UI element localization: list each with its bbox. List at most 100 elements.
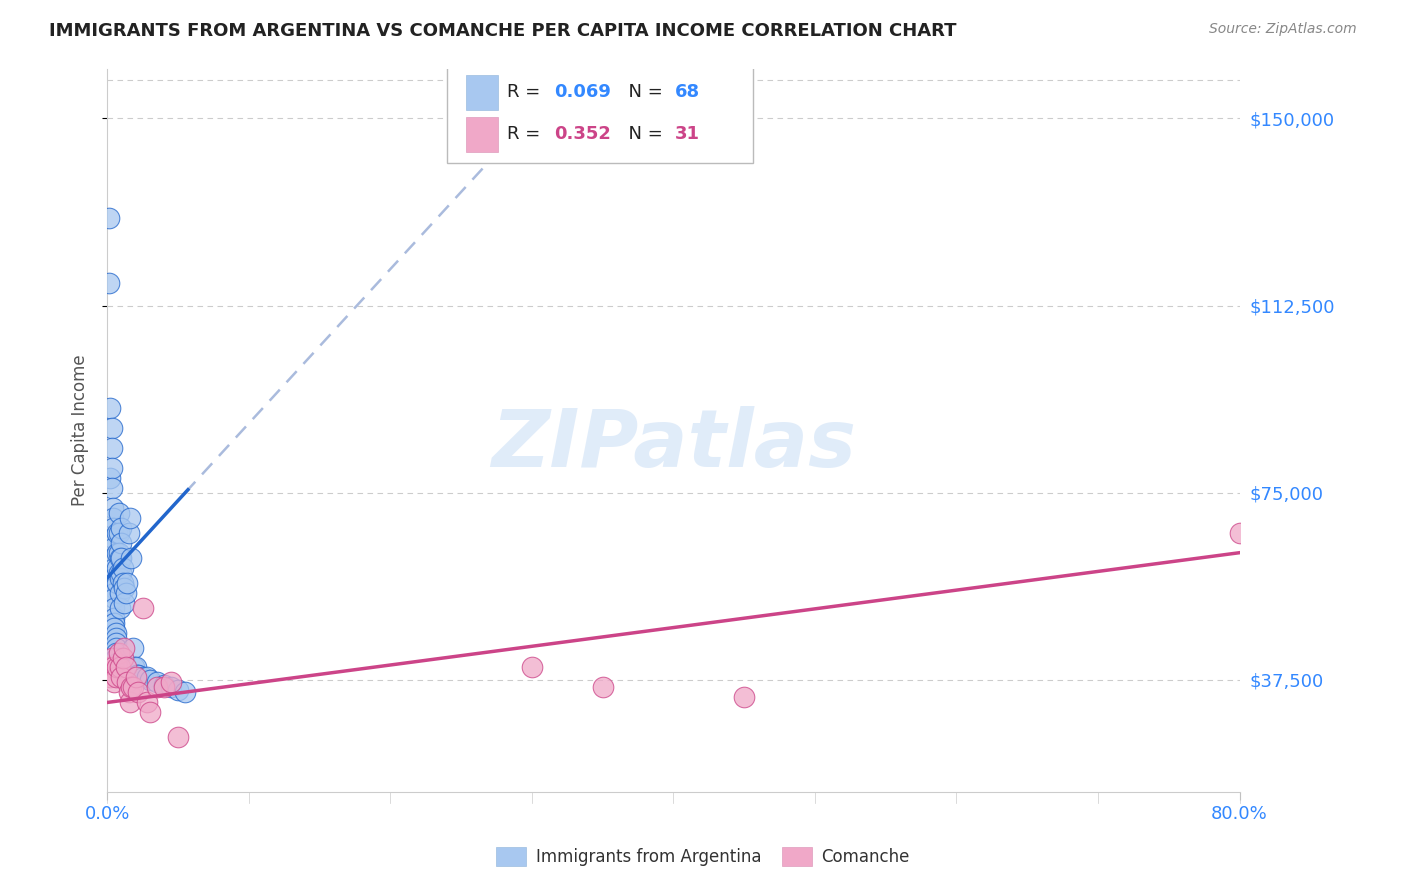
Text: R =: R = bbox=[508, 126, 546, 144]
Point bbox=[104, 635, 127, 649]
Point bbox=[104, 631, 127, 645]
Point bbox=[103, 610, 125, 624]
Point bbox=[108, 550, 131, 565]
Point bbox=[139, 706, 162, 720]
Point bbox=[103, 585, 125, 599]
Point bbox=[103, 615, 125, 630]
Point bbox=[98, 671, 121, 685]
Point bbox=[103, 560, 125, 574]
Point bbox=[111, 575, 134, 590]
Point bbox=[118, 695, 141, 709]
Point bbox=[107, 646, 129, 660]
Point bbox=[98, 471, 121, 485]
Point bbox=[105, 575, 128, 590]
Point bbox=[103, 581, 125, 595]
Text: N =: N = bbox=[617, 84, 668, 102]
Point bbox=[97, 276, 120, 290]
Point bbox=[592, 681, 614, 695]
Point bbox=[108, 585, 131, 599]
Point bbox=[121, 681, 143, 695]
Point bbox=[100, 421, 122, 435]
Point bbox=[110, 671, 132, 685]
Point bbox=[115, 575, 138, 590]
Point bbox=[153, 678, 176, 692]
Point bbox=[733, 690, 755, 705]
Point bbox=[115, 675, 138, 690]
Point bbox=[98, 401, 121, 415]
Point bbox=[120, 550, 142, 565]
Point bbox=[103, 621, 125, 635]
Point bbox=[174, 685, 197, 699]
Point bbox=[107, 525, 129, 540]
Point bbox=[110, 521, 132, 535]
Point bbox=[111, 650, 134, 665]
Text: 0.069: 0.069 bbox=[554, 84, 612, 102]
Point bbox=[153, 681, 176, 695]
Point bbox=[108, 571, 131, 585]
Point bbox=[104, 650, 127, 665]
Point bbox=[127, 668, 149, 682]
Point bbox=[107, 506, 129, 520]
Point bbox=[112, 596, 135, 610]
Point bbox=[100, 481, 122, 495]
Point bbox=[112, 640, 135, 655]
Point bbox=[107, 546, 129, 560]
Point bbox=[97, 211, 120, 226]
Point bbox=[105, 660, 128, 674]
Point bbox=[114, 585, 136, 599]
Point bbox=[101, 510, 124, 524]
Point bbox=[104, 640, 127, 655]
Point bbox=[101, 500, 124, 515]
Point bbox=[111, 560, 134, 574]
FancyBboxPatch shape bbox=[467, 75, 498, 110]
Point bbox=[107, 566, 129, 580]
Point bbox=[101, 531, 124, 545]
Point bbox=[105, 525, 128, 540]
Point bbox=[104, 671, 127, 685]
Point bbox=[122, 660, 145, 674]
Point bbox=[100, 650, 122, 665]
Legend: Immigrants from Argentina, Comanche: Immigrants from Argentina, Comanche bbox=[489, 840, 917, 873]
Y-axis label: Per Capita Income: Per Capita Income bbox=[72, 355, 89, 507]
Point bbox=[146, 675, 169, 690]
Point bbox=[108, 660, 131, 674]
Point bbox=[146, 681, 169, 695]
Point bbox=[124, 660, 146, 674]
Point bbox=[124, 671, 146, 685]
Point bbox=[135, 671, 157, 685]
Point bbox=[105, 560, 128, 574]
Point bbox=[108, 600, 131, 615]
Point bbox=[104, 625, 127, 640]
Point bbox=[167, 731, 190, 745]
Point bbox=[104, 646, 127, 660]
Text: Source: ZipAtlas.com: Source: ZipAtlas.com bbox=[1209, 22, 1357, 37]
Point bbox=[160, 681, 183, 695]
FancyBboxPatch shape bbox=[447, 62, 752, 162]
Point bbox=[101, 660, 124, 674]
Point bbox=[139, 673, 162, 687]
Point bbox=[110, 550, 132, 565]
Point bbox=[160, 675, 183, 690]
Point bbox=[103, 675, 125, 690]
Point bbox=[121, 640, 143, 655]
Point bbox=[103, 591, 125, 605]
Point bbox=[103, 571, 125, 585]
Text: 0.352: 0.352 bbox=[554, 126, 612, 144]
Point bbox=[100, 460, 122, 475]
Text: 31: 31 bbox=[675, 126, 700, 144]
Text: N =: N = bbox=[617, 126, 668, 144]
Point bbox=[131, 671, 153, 685]
Point bbox=[167, 682, 190, 697]
Text: 68: 68 bbox=[675, 84, 700, 102]
Point bbox=[520, 660, 543, 674]
Point bbox=[101, 541, 124, 555]
Point bbox=[97, 660, 120, 674]
Point bbox=[131, 600, 153, 615]
Text: R =: R = bbox=[508, 84, 546, 102]
Point bbox=[103, 600, 125, 615]
Point bbox=[105, 546, 128, 560]
Point bbox=[112, 581, 135, 595]
Text: ZIPatlas: ZIPatlas bbox=[491, 406, 856, 483]
Point bbox=[127, 685, 149, 699]
Point bbox=[105, 656, 128, 670]
